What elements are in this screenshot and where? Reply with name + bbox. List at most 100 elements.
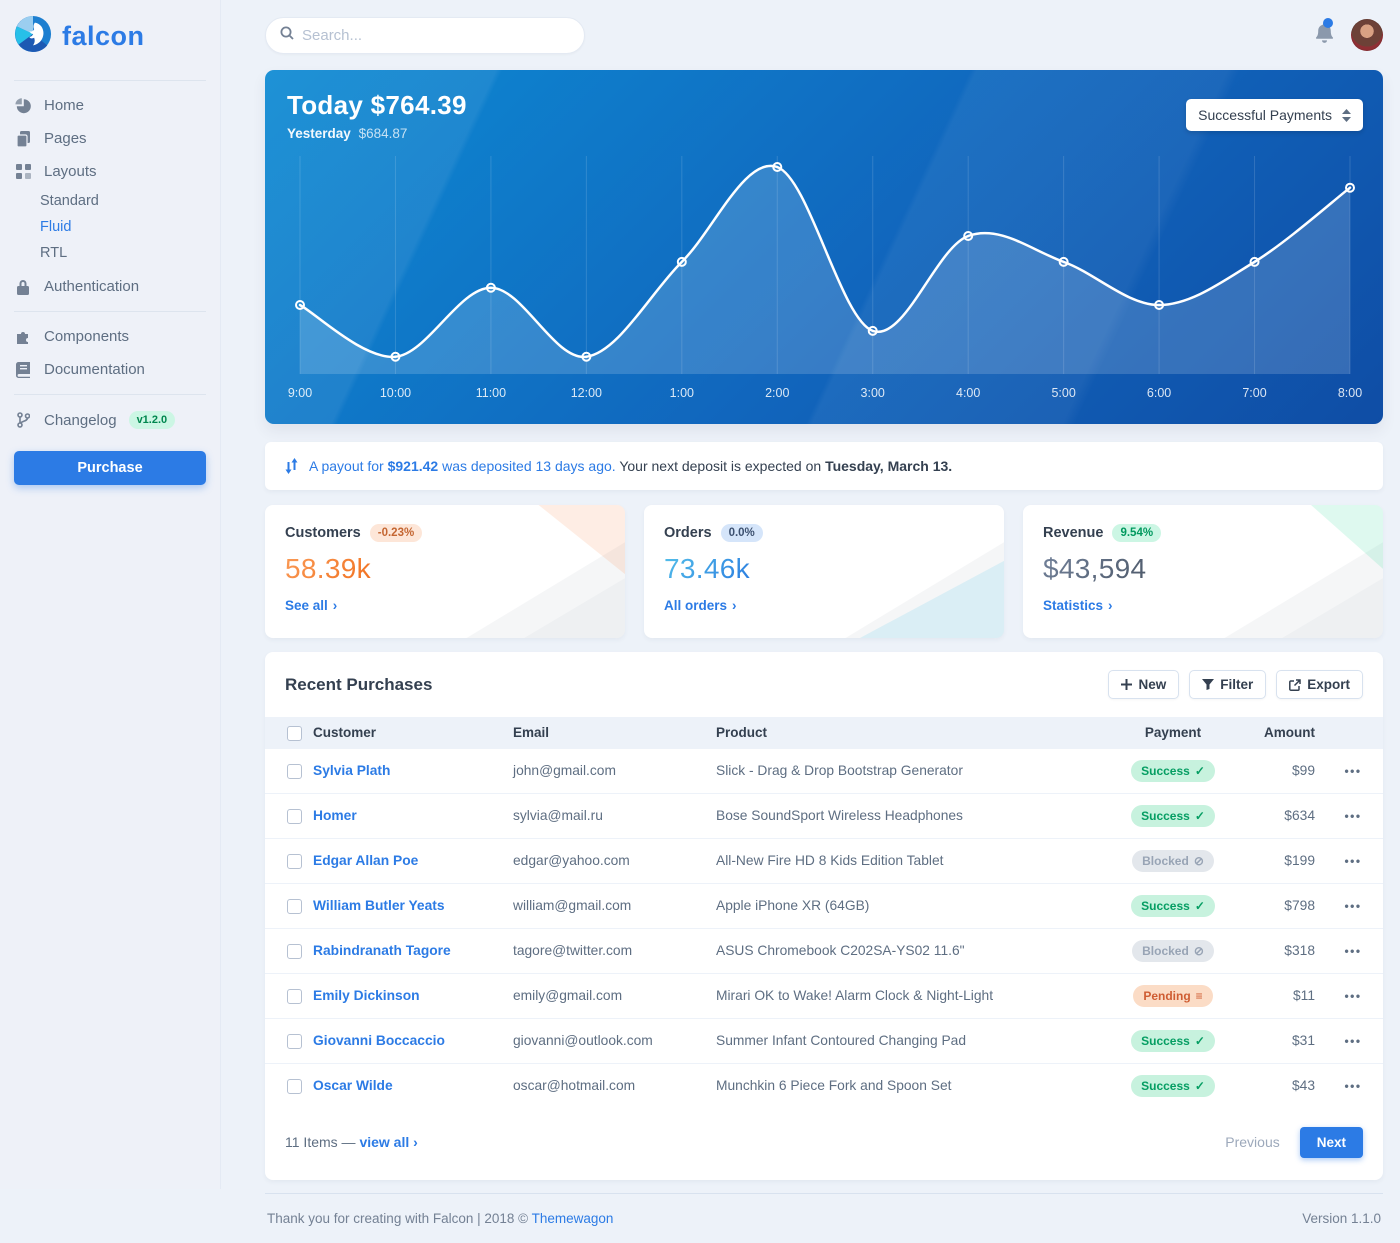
customer-link[interactable]: Emily Dickinson	[313, 988, 420, 1004]
row-actions-button[interactable]: •••	[1344, 764, 1362, 779]
table-row: Edgar Allan Poe edgar@yahoo.com All-New …	[265, 837, 1383, 884]
email-cell: sylvia@mail.ru	[505, 792, 708, 839]
book-icon	[14, 361, 32, 378]
table-row: Homer sylvia@mail.ru Bose SoundSport Wir…	[265, 792, 1383, 839]
chart-pie-icon	[14, 97, 32, 114]
chevron-right-icon: ›	[413, 1134, 418, 1151]
search-box[interactable]	[265, 16, 585, 54]
email-cell: oscar@hotmail.com	[505, 1062, 708, 1108]
row-checkbox[interactable]	[287, 898, 302, 914]
page-footer: Thank you for creating with Falcon | 201…	[265, 1192, 1383, 1243]
notifications-button[interactable]	[1314, 17, 1335, 49]
sidebar-item-standard[interactable]: Standard	[40, 193, 99, 209]
sort-arrows-icon	[1342, 108, 1351, 122]
status-icon: ✓	[1194, 763, 1205, 778]
sidebar-item-layouts[interactable]: Layouts	[0, 155, 220, 188]
export-button[interactable]: Export	[1276, 670, 1363, 699]
next-button[interactable]: Next	[1299, 1126, 1363, 1158]
customer-link[interactable]: Oscar Wilde	[313, 1078, 393, 1094]
sidebar-item-rtl[interactable]: RTL	[40, 245, 68, 261]
row-actions-button[interactable]: •••	[1344, 899, 1362, 914]
new-button[interactable]: New	[1108, 670, 1180, 699]
svg-text:3:00: 3:00	[861, 386, 885, 400]
status-icon: ≡	[1195, 988, 1203, 1003]
payout-text: A payout for $921.42 was deposited 13 da…	[309, 458, 953, 474]
payments-line-chart[interactable]: 9:00 10:00 11:00 12:00 1:00 2:00 3:00 4:00 5:00 6…	[265, 70, 1383, 424]
all-orders-link[interactable]: All orders ›	[664, 598, 737, 613]
payout-link[interactable]: A payout for $921.42 was deposited 13 da…	[309, 458, 616, 474]
customer-link[interactable]: Rabindranath Tagore	[313, 943, 451, 959]
sidebar-item-fluid[interactable]: Fluid	[40, 219, 72, 235]
amount-cell: $634	[1248, 792, 1323, 839]
see-all-link[interactable]: See all ›	[285, 598, 338, 613]
sidebar-item-authentication[interactable]: Authentication	[0, 270, 220, 303]
col-header-payment: Payment	[1098, 717, 1248, 749]
product-cell: Apple iPhone XR (64GB)	[708, 882, 1098, 929]
exchange-arrows-icon	[285, 458, 298, 474]
amount-cell: $798	[1248, 882, 1323, 929]
sidebar-item-label: Pages	[44, 130, 87, 147]
row-checkbox[interactable]	[287, 1033, 302, 1049]
purchase-button[interactable]: Purchase	[14, 451, 206, 485]
amount-cell: $99	[1291, 763, 1315, 779]
row-checkbox[interactable]	[287, 988, 302, 1004]
sidebar-item-changelog[interactable]: Changelog v1.2.0	[0, 403, 220, 437]
amount-cell: $43	[1248, 1062, 1323, 1108]
footer-credit: Thank you for creating with Falcon | 201…	[267, 1210, 614, 1226]
sidebar-item-home[interactable]: Home	[0, 89, 220, 122]
code-branch-icon	[14, 412, 32, 428]
customer-link[interactable]: William Butler Yeats	[313, 898, 445, 914]
customer-link[interactable]: Sylvia Plath	[313, 763, 391, 779]
brand-logo[interactable]: falcon	[0, 0, 220, 72]
product-cell: Bose SoundSport Wireless Headphones	[708, 792, 1098, 839]
chart-metric-select[interactable]: Successful Payments	[1186, 99, 1363, 131]
sidebar-item-label: Components	[44, 328, 130, 345]
select-all-checkbox[interactable]	[287, 725, 302, 741]
row-checkbox[interactable]	[287, 943, 302, 959]
status-badge: Success ✓	[1131, 894, 1215, 917]
chevron-right-icon: ›	[332, 598, 338, 613]
view-all-link[interactable]: view all ›	[359, 1134, 418, 1151]
product-cell: Summer Infant Contoured Changing Pad	[708, 1017, 1098, 1064]
search-input[interactable]	[302, 26, 570, 44]
version-badge: v1.2.0	[128, 411, 176, 429]
filter-button[interactable]: Filter	[1189, 670, 1267, 699]
svg-text:4:00: 4:00	[956, 386, 980, 400]
row-checkbox[interactable]	[287, 763, 302, 779]
sidebar-item-components[interactable]: Components	[0, 320, 220, 353]
product-cell: ASUS Chromebook C202SA-YS02 11.6"	[708, 927, 1098, 974]
email-cell: emily@gmail.com	[505, 972, 708, 1019]
customer-link[interactable]: Edgar Allan Poe	[313, 853, 419, 869]
previous-button[interactable]: Previous	[1225, 1134, 1280, 1151]
footer-version: Version 1.1.0	[1302, 1210, 1381, 1226]
svg-text:11:00: 11:00	[476, 386, 506, 400]
payments-chart-card: Today $764.39 Yesterday $684.87 Successf…	[265, 70, 1383, 424]
svg-text:6:00: 6:00	[1147, 386, 1171, 400]
row-checkbox[interactable]	[287, 853, 302, 869]
col-header-email: Email	[505, 717, 708, 749]
topbar	[265, 0, 1383, 70]
row-checkbox[interactable]	[287, 808, 302, 824]
sidebar-item-label: Authentication	[44, 278, 140, 295]
row-actions-button[interactable]: •••	[1344, 809, 1362, 824]
statistics-link[interactable]: Statistics ›	[1043, 598, 1113, 613]
customers-card: Customers -0.23% 58.39k See all ›	[265, 505, 625, 638]
svg-text:12:00: 12:00	[571, 386, 602, 400]
themewagon-link[interactable]: Themewagon	[531, 1210, 614, 1226]
plus-icon	[1121, 679, 1133, 690]
sidebar-item-documentation[interactable]: Documentation	[0, 353, 220, 386]
customer-link[interactable]: Homer	[313, 808, 357, 824]
row-actions-button[interactable]: •••	[1344, 944, 1362, 959]
row-actions-button[interactable]: •••	[1344, 1079, 1362, 1094]
product-cell: All-New Fire HD 8 Kids Edition Tablet	[708, 837, 1098, 884]
col-header-product: Product	[708, 717, 1098, 749]
row-checkbox[interactable]	[287, 1078, 302, 1094]
falcon-logo-icon	[14, 15, 52, 58]
user-avatar[interactable]	[1351, 19, 1383, 51]
customer-link[interactable]: Giovanni Boccaccio	[313, 1033, 445, 1049]
row-actions-button[interactable]: •••	[1344, 1034, 1362, 1049]
row-actions-button[interactable]: •••	[1344, 989, 1362, 1004]
sidebar-item-pages[interactable]: Pages	[0, 122, 220, 155]
table-header-row: Customer Email Product Payment Amount	[265, 717, 1383, 749]
row-actions-button[interactable]: •••	[1344, 854, 1362, 869]
